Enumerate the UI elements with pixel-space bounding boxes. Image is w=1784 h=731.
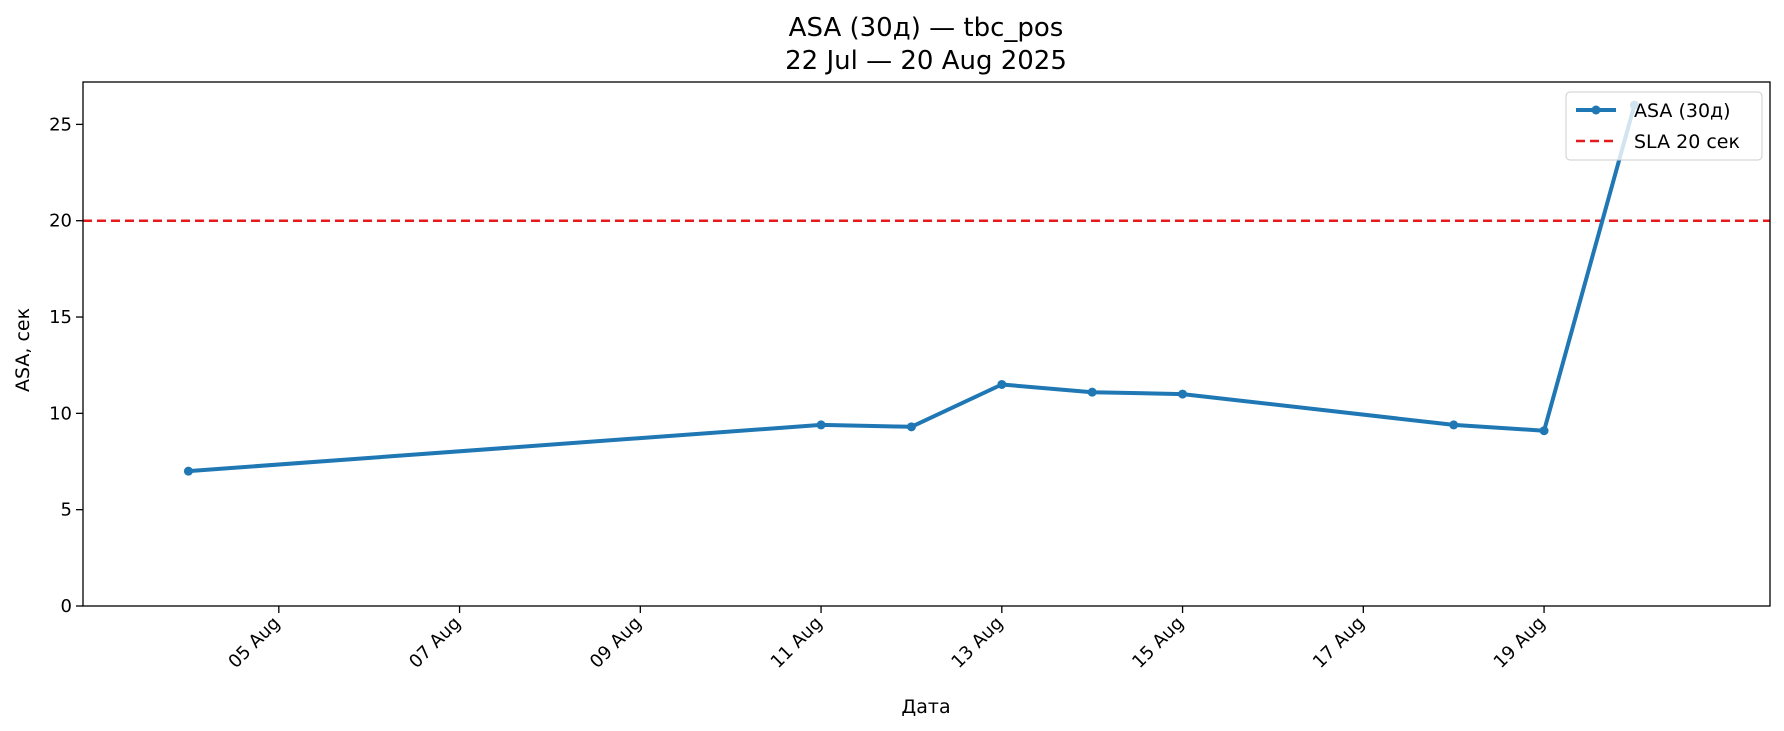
data-point xyxy=(997,379,1007,389)
x-axis-ticks: 05 Aug 07 Aug 09 Aug 11 Aug 13 Aug 15 Aug 17 A… xyxy=(224,606,1550,673)
data-point xyxy=(816,420,826,430)
x-tick-label: 09 Aug xyxy=(586,613,646,673)
x-tick-label: 17 Aug xyxy=(1309,613,1369,673)
chart-title: ASA (30д) — tbc_pos xyxy=(789,13,1064,43)
series-line xyxy=(186,103,1637,474)
legend-label-series: ASA (30д) xyxy=(1634,100,1731,122)
x-axis-label: Дата xyxy=(901,696,950,718)
x-tick-label: 19 Aug xyxy=(1490,613,1550,673)
x-tick-label: 05 Aug xyxy=(224,613,284,673)
series-layer xyxy=(183,100,1639,476)
chart-subtitle: 22 Jul — 20 Aug 2025 xyxy=(785,46,1067,76)
x-tick-label: 15 Aug xyxy=(1128,613,1188,673)
y-tick-label: 25 xyxy=(49,114,72,135)
data-point xyxy=(1539,426,1549,436)
x-tick-label: 13 Aug xyxy=(947,613,1007,673)
data-point xyxy=(183,466,193,476)
data-point xyxy=(1449,420,1459,430)
y-tick-label: 20 xyxy=(49,211,72,232)
y-tick-label: 0 xyxy=(61,596,72,617)
plot-frame xyxy=(82,81,1771,607)
y-tick-label: 15 xyxy=(49,307,72,328)
data-point xyxy=(1087,387,1097,397)
legend-label-sla: SLA 20 сек xyxy=(1634,131,1740,153)
data-point xyxy=(906,422,916,432)
legend: ASA (30д) SLA 20 сек xyxy=(1565,91,1763,161)
legend-marker-series xyxy=(1591,105,1601,115)
y-axis-label: ASA, сек xyxy=(12,308,34,392)
y-tick-label: 10 xyxy=(49,403,72,424)
x-tick-label: 07 Aug xyxy=(405,613,465,673)
y-axis-ticks: 0 5 10 15 20 25 xyxy=(49,114,83,617)
x-tick-label: 11 Aug xyxy=(767,613,827,673)
data-point xyxy=(1178,389,1188,399)
y-tick-label: 5 xyxy=(61,500,72,521)
